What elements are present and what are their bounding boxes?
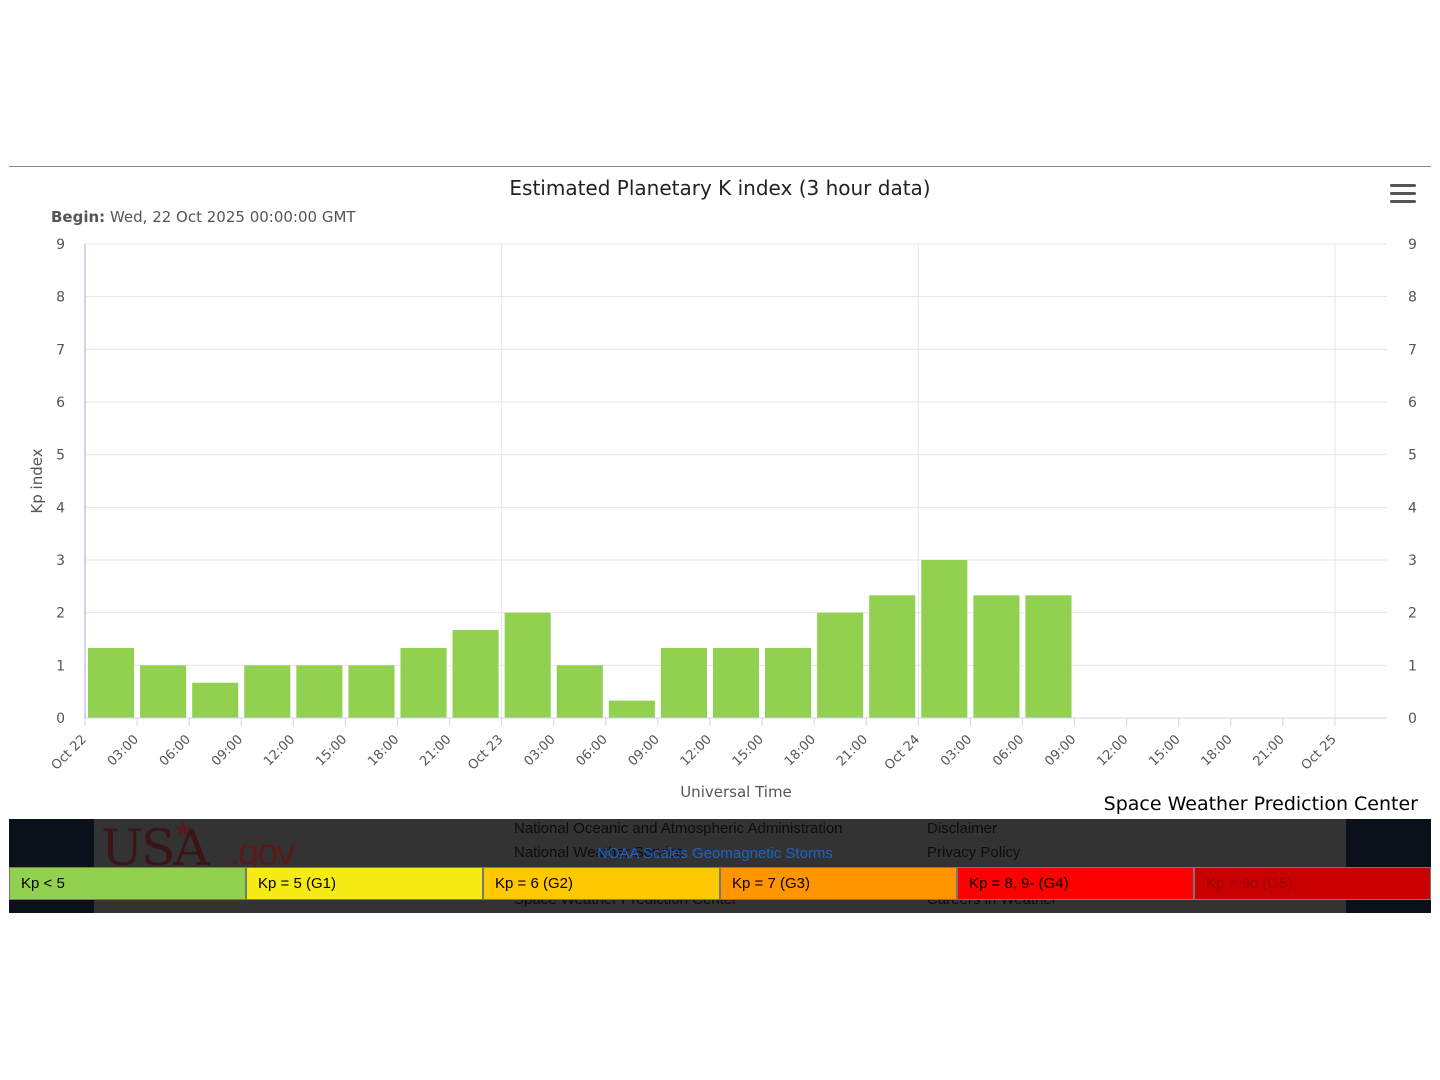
legend-item: Kp = 5 (G1) — [246, 867, 483, 900]
y-tick-label: 6 — [56, 395, 65, 411]
header-divider — [9, 166, 1431, 167]
chart-subtitle: Begin: Wed, 22 Oct 2025 00:00:00 GMT — [51, 208, 356, 226]
y-tick-label-right: 4 — [1408, 500, 1417, 516]
kp-bar — [712, 647, 760, 718]
y-tick-label-right: 0 — [1408, 711, 1417, 727]
x-tick-label: 15:00 — [1146, 732, 1183, 769]
kp-bar — [660, 647, 707, 718]
x-tick-label: 09:00 — [209, 732, 246, 769]
x-tick-label: 03:00 — [938, 732, 975, 769]
y-tick-label-right: 8 — [1408, 290, 1417, 306]
x-tick-label: 18:00 — [1198, 732, 1235, 769]
kp-bar — [869, 595, 916, 718]
x-tick-label: 15:00 — [313, 732, 350, 769]
y-tick-label: 1 — [56, 658, 65, 674]
y-tick-label-right: 1 — [1408, 658, 1417, 674]
y-tick-label: 9 — [56, 237, 65, 253]
chart-credit: Space Weather Prediction Center — [1103, 793, 1418, 815]
x-tick-label: 03:00 — [105, 732, 142, 769]
legend-item: Kp = 7 (G3) — [720, 867, 957, 900]
y-tick-label: 8 — [56, 290, 65, 306]
kp-bar — [140, 665, 187, 718]
footer-link-nws[interactable]: National Weather Service — [514, 844, 684, 861]
x-tick-label: Oct 23 — [465, 732, 506, 773]
kp-bar — [817, 612, 864, 718]
kp-bar — [921, 560, 968, 718]
footer-link-noaa[interactable]: National Oceanic and Atmospheric Adminis… — [514, 820, 843, 837]
x-tick-label: 06:00 — [574, 732, 611, 769]
kp-bar — [296, 665, 343, 718]
footer-link-privacy[interactable]: Privacy Policy — [927, 844, 1021, 861]
x-tick-label: 06:00 — [157, 732, 194, 769]
x-axis-title: Universal Time — [680, 783, 792, 801]
x-tick-label: Oct 24 — [882, 732, 923, 773]
kp-bar — [1025, 595, 1072, 718]
legend-item: Kp < 5 — [9, 867, 246, 900]
kp-bar — [244, 665, 291, 718]
y-tick-label: 5 — [56, 448, 65, 464]
hamburger-menu-icon[interactable] — [1390, 184, 1416, 206]
legend-item: Kp = 8, 9- (G4) — [957, 867, 1194, 900]
x-tick-label: 21:00 — [1251, 732, 1288, 769]
kp-bar — [556, 665, 603, 718]
chart-title: Estimated Planetary K index (3 hour data… — [509, 176, 931, 200]
x-tick-label: 18:00 — [782, 732, 819, 769]
y-tick-label-right: 6 — [1408, 395, 1417, 411]
kp-bar-chart: 0 1 2 3 4 5 6 7 8 9 0 1 2 3 4 5 6 7 8 9 Oct 22 03:00 06:00 09:0… — [28, 237, 1417, 801]
kp-bar — [504, 612, 551, 718]
y-axis-title: Kp index — [28, 448, 46, 513]
kp-bar — [765, 647, 812, 718]
x-tick-label: Oct 22 — [49, 732, 90, 773]
y-tick-label: 0 — [56, 711, 65, 727]
y-tick-label: 4 — [56, 500, 65, 516]
x-tick-label: 12:00 — [678, 732, 715, 769]
x-tick-label: 12:00 — [261, 732, 298, 769]
legend-item: Kp = 9o (G5) — [1194, 867, 1431, 900]
kp-bar — [608, 700, 655, 718]
kp-bar — [88, 647, 135, 718]
y-tick-label: 7 — [56, 342, 65, 358]
x-tick-label: 09:00 — [626, 732, 663, 769]
y-tick-label-right: 2 — [1408, 606, 1417, 622]
y-tick-label-right: 5 — [1408, 448, 1417, 464]
subtitle-label: Begin: — [51, 208, 106, 226]
y-tick-label-right: 9 — [1408, 237, 1417, 253]
x-tick-label: 09:00 — [1042, 732, 1079, 769]
x-tick-label: 15:00 — [730, 732, 767, 769]
noaa-scales-link[interactable]: NOAA Scales Geomagnetic Storms — [597, 845, 833, 862]
star-icon: ★ — [173, 819, 193, 842]
x-tick-label: Oct 25 — [1299, 732, 1340, 773]
footer-link-disclaimer[interactable]: Disclaimer — [927, 820, 998, 837]
y-tick-label: 2 — [56, 606, 65, 622]
x-tick-label: 18:00 — [365, 732, 402, 769]
kp-bar — [192, 682, 239, 718]
kp-bar — [348, 665, 395, 718]
kp-bar — [973, 595, 1020, 718]
kp-bar — [400, 647, 447, 718]
kp-color-legend: Kp < 5 Kp = 5 (G1) Kp = 6 (G2) Kp = 7 (G3) K… — [9, 867, 1431, 900]
x-tick-label: 06:00 — [990, 732, 1027, 769]
kp-bar — [452, 630, 499, 718]
x-tick-label: 21:00 — [417, 732, 454, 769]
y-tick-label: 3 — [56, 553, 65, 569]
y-tick-label-right: 7 — [1408, 342, 1417, 358]
x-tick-label: 21:00 — [834, 732, 871, 769]
x-tick-label: 03:00 — [521, 732, 558, 769]
x-tick-label: 12:00 — [1094, 732, 1131, 769]
subtitle-value: Wed, 22 Oct 2025 00:00:00 GMT — [109, 208, 356, 226]
y-tick-label-right: 3 — [1408, 553, 1417, 569]
legend-item: Kp = 6 (G2) — [483, 867, 720, 900]
